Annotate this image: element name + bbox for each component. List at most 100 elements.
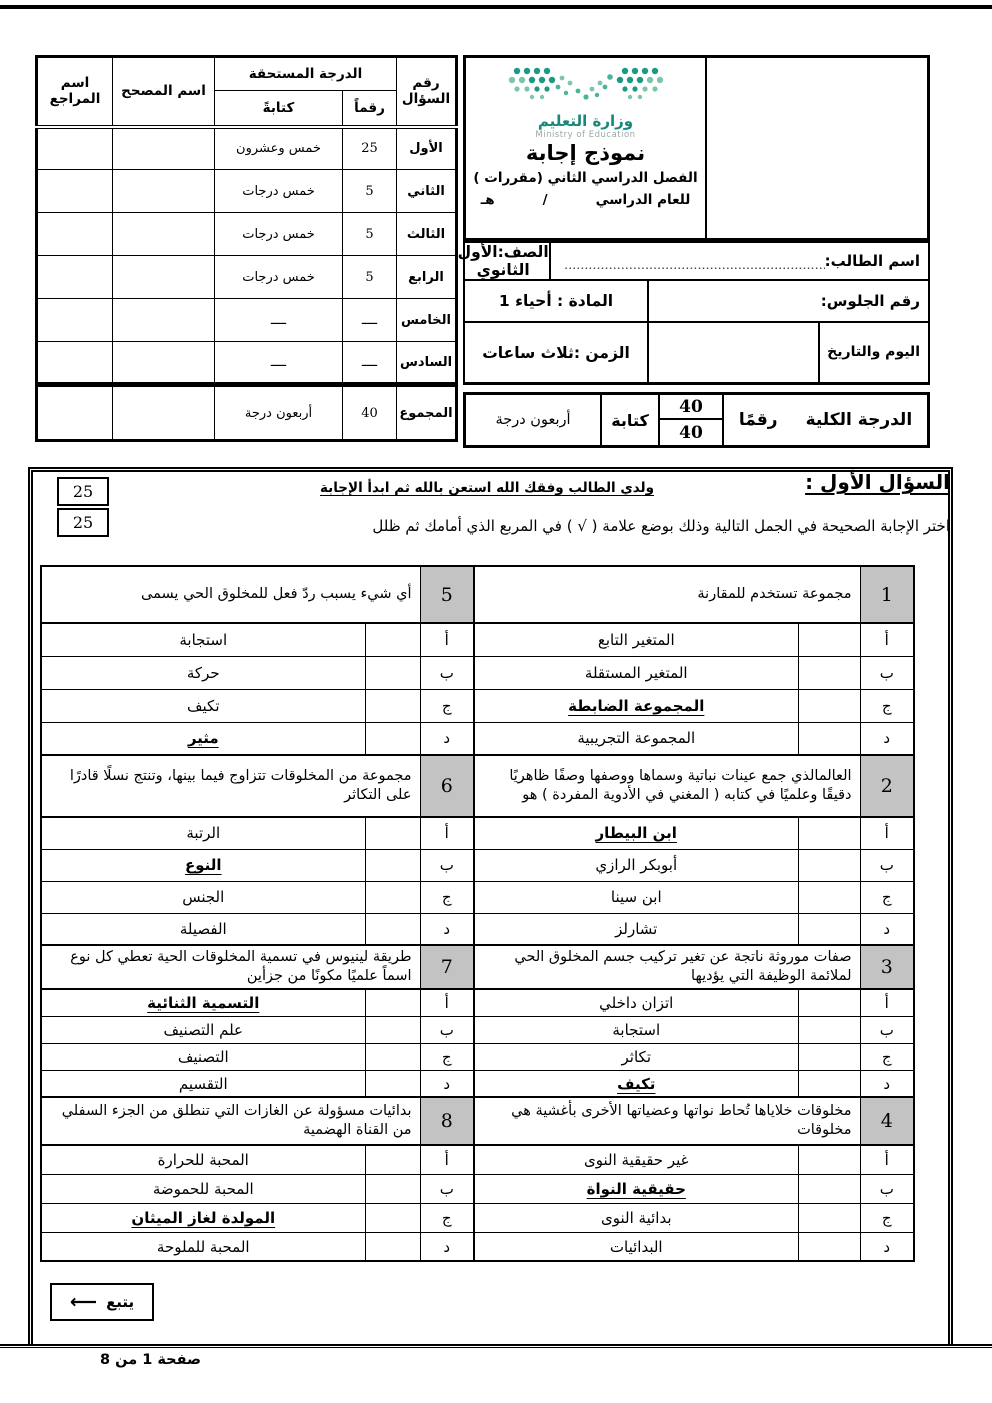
option-text: استجابة — [472, 1015, 799, 1044]
answer-checkbox — [364, 1042, 421, 1071]
empty-cell — [34, 212, 113, 256]
answer-checkbox — [797, 1069, 861, 1098]
option-letter: ب — [419, 1015, 476, 1044]
question-number-cell: 6 — [419, 754, 476, 818]
option-letter: ب — [859, 1015, 916, 1044]
option-text-correct-answer: التسمية الثنائية — [39, 988, 366, 1017]
question-number-cell: 8 — [419, 1096, 476, 1147]
answer-checkbox — [797, 988, 861, 1017]
option-text: التقسيم — [39, 1069, 366, 1098]
row-label: الثاني — [396, 169, 458, 213]
row-label: الرابع — [396, 255, 458, 299]
total-grade-value-bottom: 40 — [679, 422, 703, 443]
option-text-correct-answer: ابن البيطار — [472, 816, 799, 850]
grades-table: رقم السؤال الدرجة المستحقة اسم المصحح اس… — [34, 55, 458, 442]
question-text: مخلوقات خلاياها تُحاط نواتها وعضياتها ال… — [472, 1096, 861, 1147]
answer-checkbox — [797, 1015, 861, 1044]
row-label: الخامس — [396, 298, 458, 342]
option-row: ب المتغير المستقلة — [472, 655, 916, 690]
answer-checkbox — [797, 688, 861, 723]
option-row: ج المجموعة الضابطة — [472, 688, 916, 723]
numeric-grade: ــــ — [342, 298, 397, 342]
option-row: ج ابن سينا — [472, 880, 916, 914]
option-text: المتغير التابع — [472, 622, 799, 657]
option-letter: د — [419, 1231, 476, 1263]
student-name-cell: اسم الطالب: ............................… — [551, 243, 928, 279]
option-text: استجابة — [39, 622, 366, 657]
answer-checkbox — [364, 912, 421, 946]
ministry-logo-dots-icon — [508, 67, 663, 100]
form-header-box: وزارة التعليم Ministry of Education نموذ… — [463, 55, 930, 241]
total-grade-numeric-word: رقمًا — [738, 410, 778, 430]
question-text: صفات موروثة ناتجة عن تغير تركيب جسم المخ… — [472, 943, 861, 991]
student-name-label: اسم الطالب: — [824, 252, 920, 270]
option-letter: ب — [859, 848, 916, 882]
option-text: المحبة للحموضة — [39, 1173, 366, 1204]
option-letter: أ — [859, 1144, 916, 1175]
written-grade: ــــ — [213, 341, 344, 385]
written-grade: خمس درجات — [213, 212, 344, 256]
empty-cell — [111, 169, 215, 213]
option-row: أ المتغير التابع — [472, 622, 916, 657]
stamp-empty-cell — [705, 58, 927, 238]
option-row: ب النوع — [39, 848, 476, 882]
question-number-cell: 3 — [859, 943, 916, 991]
option-row: د المحبة للملوحة — [39, 1231, 476, 1263]
time-cell: الزمن :ثلاث ساعات — [465, 323, 649, 382]
empty-cell — [34, 341, 113, 385]
empty-cell — [34, 382, 113, 442]
option-row: ج بدائية النوى — [472, 1202, 916, 1233]
written-grade: خمس درجات — [213, 255, 344, 299]
empty-cell — [34, 255, 113, 299]
option-row: ج التصنيف — [39, 1042, 476, 1071]
option-text: اتزان داخلي — [472, 988, 799, 1017]
option-text: الجنس — [39, 880, 366, 914]
option-row: د الفصيلة — [39, 912, 476, 946]
option-row: أ استجابة — [39, 622, 476, 657]
answer-checkbox — [364, 988, 421, 1017]
option-letter: أ — [859, 816, 916, 850]
option-text: حركة — [39, 655, 366, 690]
option-letter: د — [859, 1231, 916, 1263]
answer-checkbox — [797, 622, 861, 657]
question-row: 1 مجموعة تستخدم للمقارنة — [472, 565, 916, 624]
semester-line: الفصل الدراسي الثاني (مقررات ) — [473, 170, 698, 186]
col-header-numeric: رقماً — [342, 90, 397, 129]
answer-checkbox — [797, 721, 861, 756]
question-number-cell: 1 — [859, 565, 916, 624]
question-row: 3 صفات موروثة ناتجة عن تغير تركيب جسم ال… — [472, 943, 916, 991]
answer-checkbox — [797, 1231, 861, 1263]
empty-cell — [34, 126, 113, 170]
option-letter: ب — [419, 1173, 476, 1204]
answer-checkbox — [364, 1173, 421, 1204]
answer-checkbox — [364, 655, 421, 690]
year-slash: / — [542, 192, 548, 208]
top-rule — [0, 5, 992, 9]
form-title: نموذج إجابة — [525, 141, 646, 165]
col-header-due-grade: الدرجة المستحقة — [213, 55, 398, 91]
option-text: تكاثر — [472, 1042, 799, 1071]
ministry-name-english: Ministry of Education — [535, 130, 636, 140]
option-text: المجموعة التجريبية — [472, 721, 799, 756]
option-row: ب علم التصنيف — [39, 1015, 476, 1044]
row-label: السادس — [396, 341, 458, 385]
total-grade-label: الدرجة الكلية — [805, 410, 913, 430]
question-row: 4 مخلوقات خلاياها تُحاط نواتها وعضياتها … — [472, 1096, 916, 1147]
answer-checkbox — [797, 655, 861, 690]
day-date-label: اليوم والتاريخ — [818, 323, 928, 382]
option-row: أ اتزان داخلي — [472, 988, 916, 1017]
question-row: 5 أي شيء يسبب ردّ فعل للمخلوق الحي يسمى — [39, 565, 476, 624]
answer-checkbox — [364, 816, 421, 850]
question-text: طريقة لينيوس في تسمية المخلوقات الحية تع… — [39, 943, 421, 991]
total-numeric: 40 — [342, 382, 397, 442]
option-text: أبوبكر الرازي — [472, 848, 799, 882]
option-row: أ غير حقيقية النوى — [472, 1144, 916, 1175]
option-text-correct-answer: المجموعة الضابطة — [472, 688, 799, 723]
grades-row-sixth: السادس ــــ ــــ — [34, 341, 458, 385]
grades-row-second: الثاني 5 خمس درجات — [34, 169, 458, 213]
question-text: بدائيات مسؤولة عن الغازات التي تنطلق من … — [39, 1096, 421, 1147]
option-letter: د — [419, 912, 476, 946]
answer-checkbox — [364, 622, 421, 657]
option-text: علم التصنيف — [39, 1015, 366, 1044]
